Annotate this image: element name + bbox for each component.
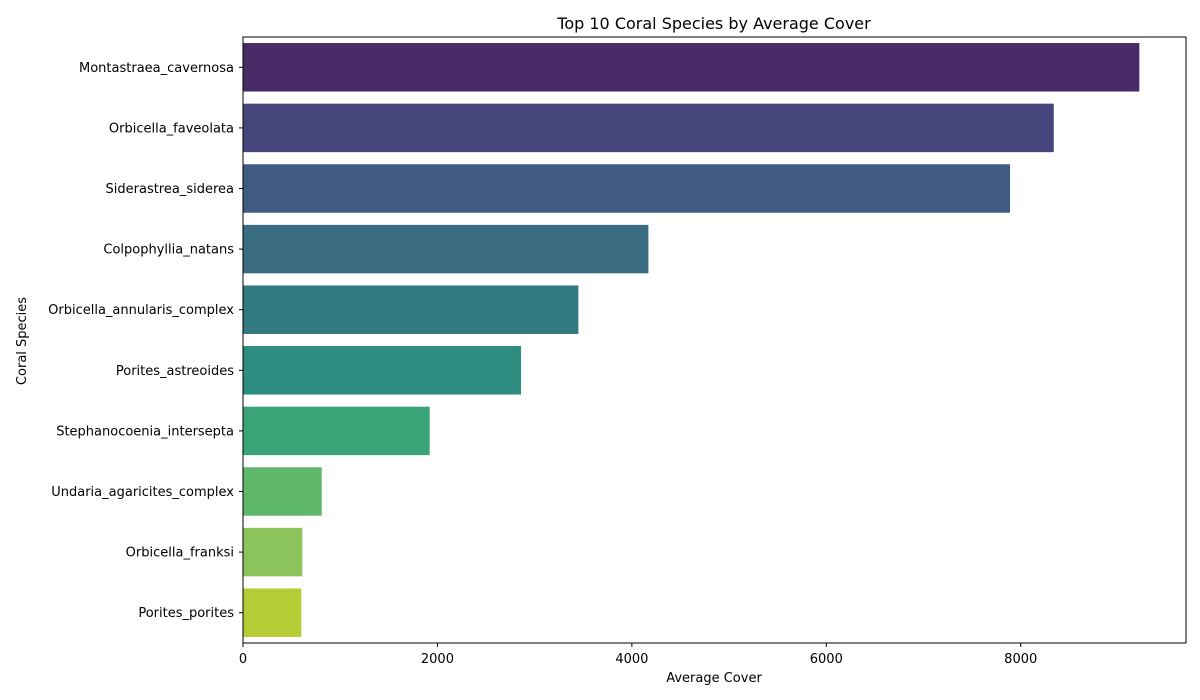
bar-Orbicella_faveolata	[243, 103, 1054, 153]
plot-frame	[242, 36, 1187, 644]
chart-title: Top 10 Coral Species by Average Cover	[556, 14, 871, 33]
y-tick-label: Stephanocoenia_intersepta	[56, 424, 234, 439]
x-tick-label: 2000	[421, 652, 454, 667]
bar-Siderastrea_siderea	[243, 164, 1011, 213]
bar-Colpophyllia_natans	[243, 224, 649, 274]
y-tick-label: Colpophyllia_natans	[103, 243, 234, 258]
x-axis-label: Average Cover	[666, 671, 762, 686]
x-tick-label: 6000	[810, 652, 843, 667]
y-tick-label: Orbicella_annularis_complex	[48, 303, 234, 318]
bar-Montastraea_cavernosa	[243, 43, 1140, 92]
bar-Orbicella_franksi	[243, 527, 303, 577]
y-ticks-group: Montastraea_cavernosa Orbicella_faveolata…	[48, 61, 243, 621]
y-tick-label: Siderastrea_siderea	[106, 182, 234, 197]
x-tick-label: 4000	[615, 652, 648, 667]
y-axis-label: Coral Species	[15, 297, 30, 385]
y-tick-label: Montastraea_cavernosa	[79, 61, 234, 76]
bar-Stephanocoenia_intersepta	[243, 406, 430, 456]
y-tick-label: Orbicella_franksi	[126, 546, 234, 561]
y-tick-label: Orbicella_faveolata	[109, 121, 234, 136]
x-tick-label: 0	[239, 652, 247, 667]
bar-Porites_astreoides	[243, 346, 522, 395]
x-ticks-group: 0 2000 4000 6000 8000	[239, 643, 1037, 667]
y-tick-label: Porites_porites	[138, 606, 234, 621]
bar-Undaria_agaricites_complex	[243, 467, 322, 516]
y-tick-label: Undaria_agaricites_complex	[51, 485, 234, 500]
y-tick-label: Porites_astreoides	[116, 364, 234, 379]
bar-Porites_porites	[243, 588, 302, 637]
x-tick-label: 8000	[1004, 652, 1037, 667]
bar-Orbicella_annularis_complex	[243, 285, 579, 334]
bars-group	[243, 43, 1140, 637]
